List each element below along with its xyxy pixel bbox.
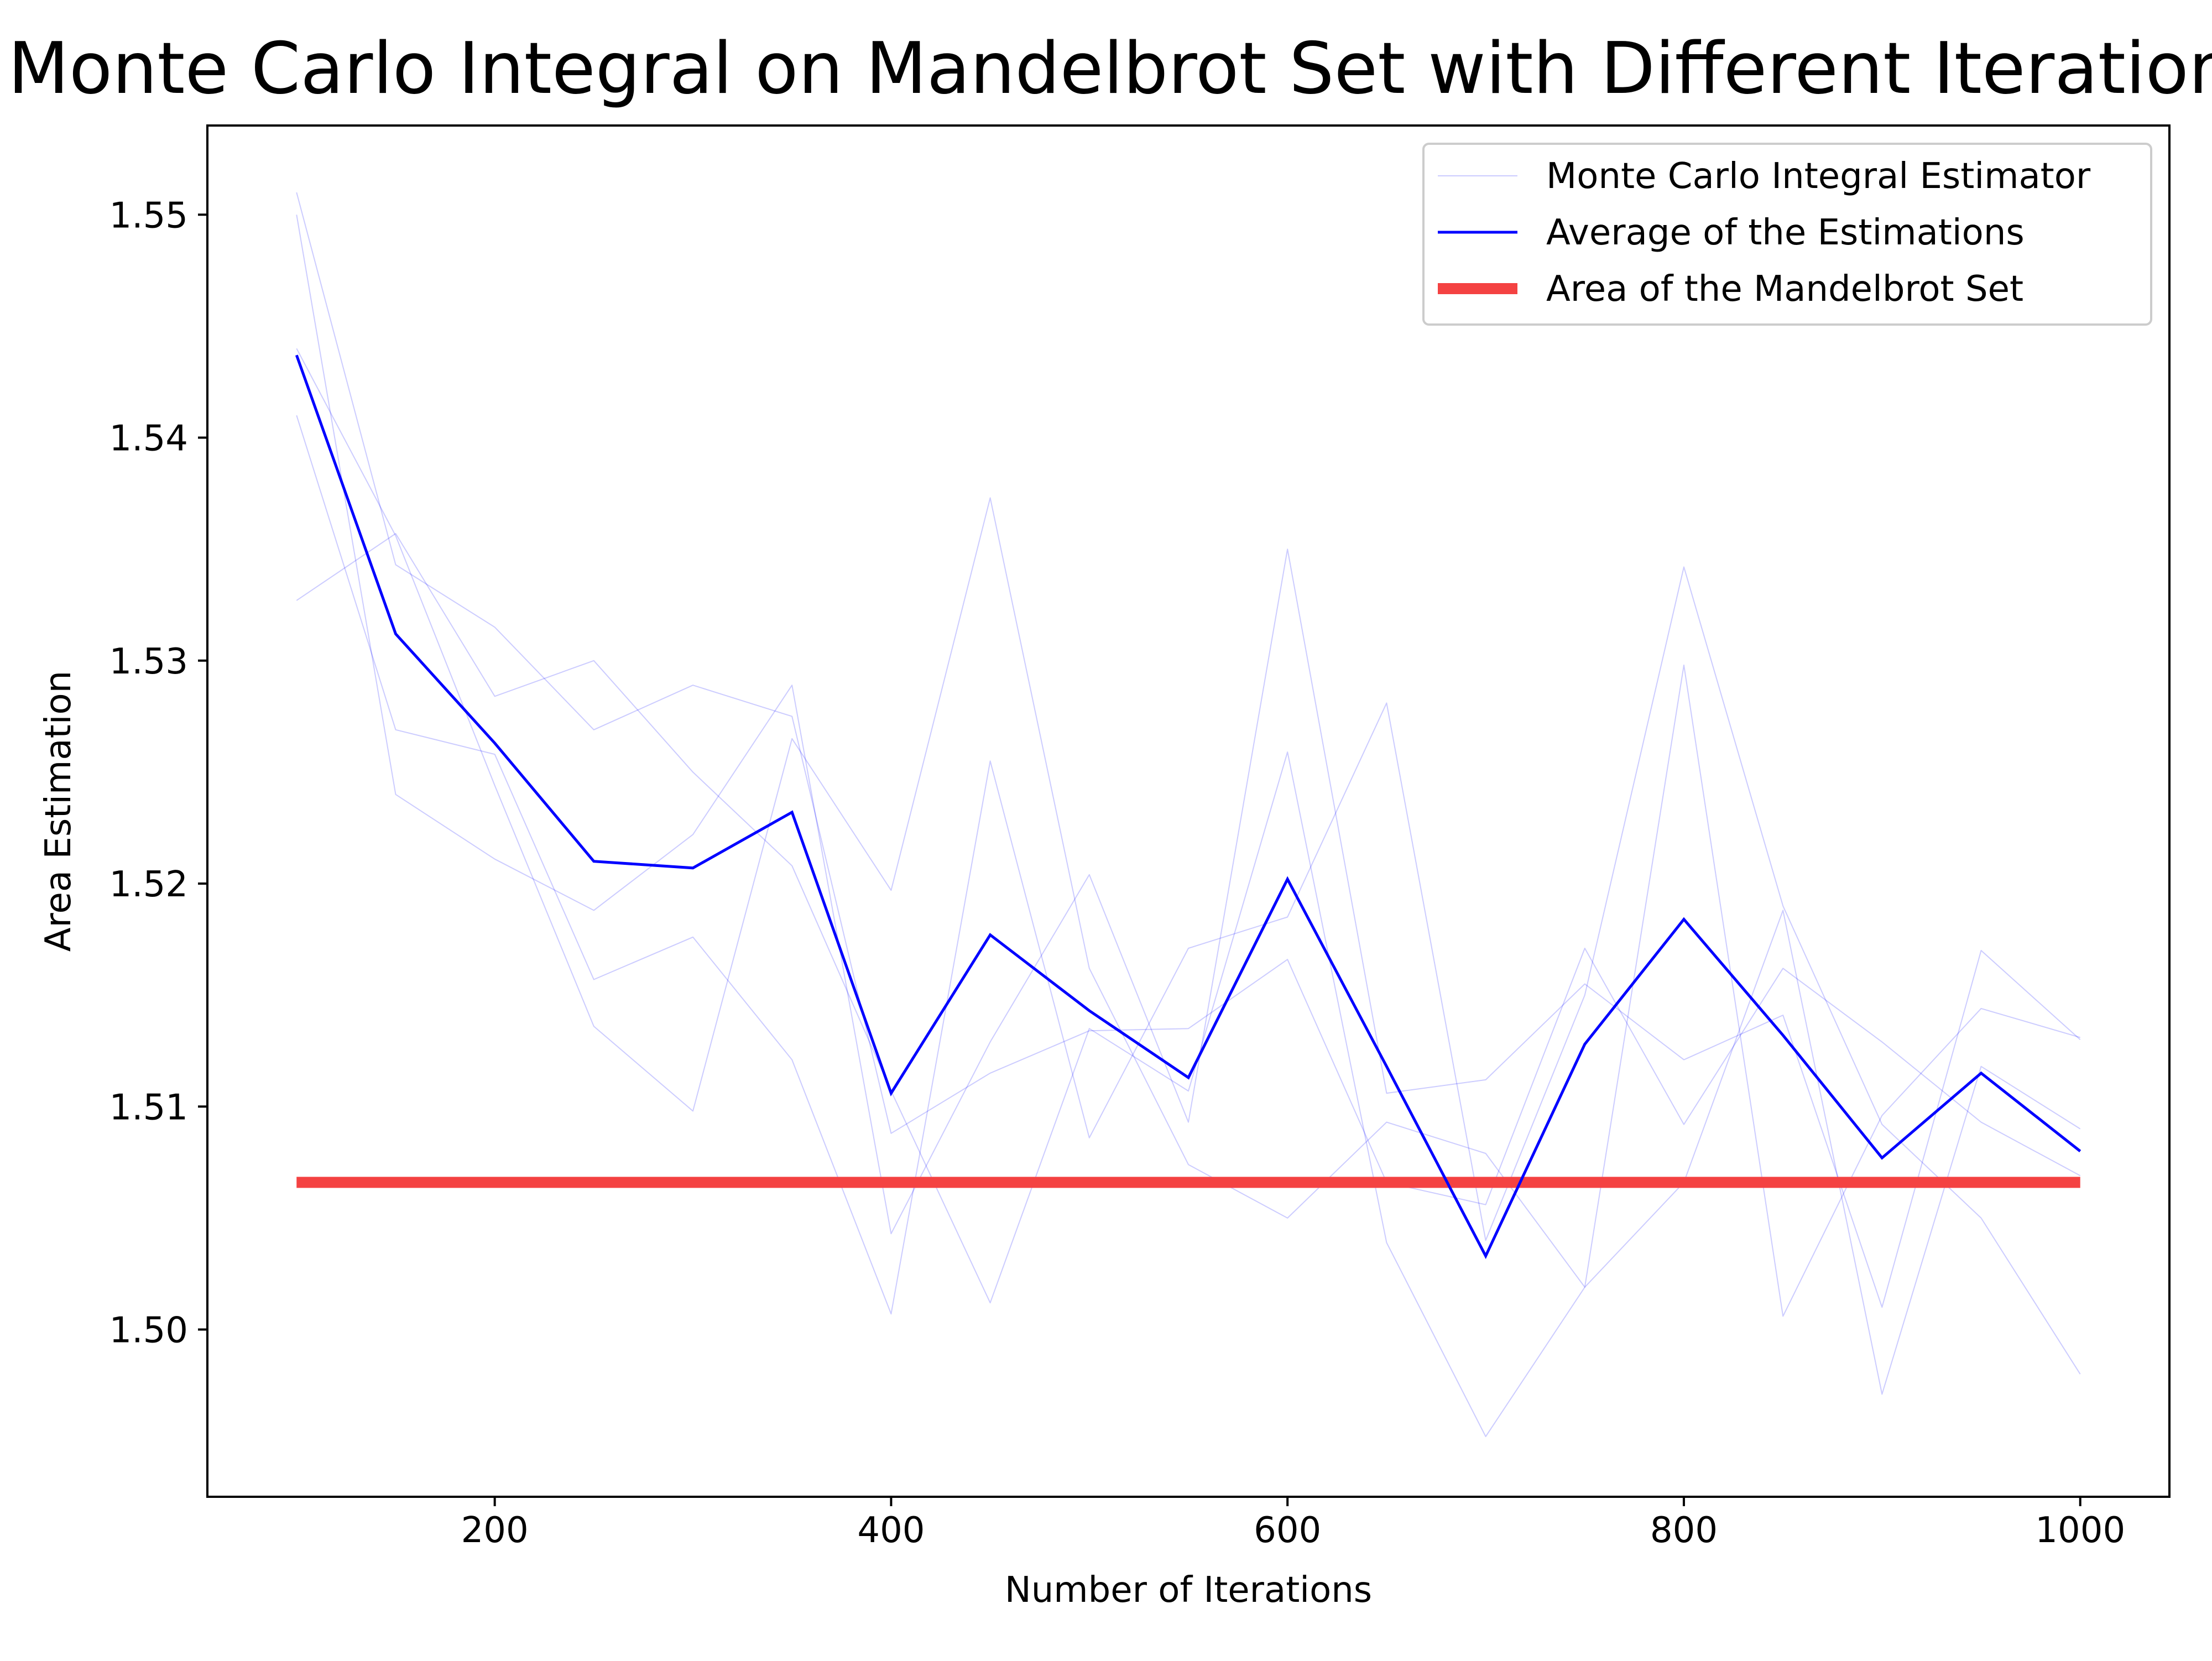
y-tick-label: 1.52 (109, 864, 189, 905)
legend-box (1422, 143, 2152, 326)
estimator-run-line (296, 215, 2081, 1308)
plot-frame (206, 124, 2171, 1498)
chart-title: Monte Carlo Integral on Mandelbrot Set w… (8, 28, 2212, 110)
y-tick-label: 1.54 (109, 419, 189, 459)
y-tick-label: 1.53 (109, 641, 189, 682)
estimator-lines (296, 192, 2081, 1438)
plot-area (206, 124, 2171, 1498)
x-axis: 200 400 600 800 1000 (461, 1497, 2125, 1551)
x-tick-label: 400 (857, 1510, 925, 1551)
x-tick-label: 1000 (2035, 1510, 2125, 1551)
average-line (295, 354, 2081, 1260)
x-tick-label: 600 (1254, 1510, 1321, 1551)
legend-label-true-area: Area of the Mandelbrot Set (1546, 269, 2023, 310)
estimator-run-line (296, 533, 2081, 1438)
x-tick-label: 200 (461, 1510, 529, 1551)
y-tick-label: 1.51 (109, 1087, 189, 1128)
legend-label-average: Average of the Estimations (1546, 212, 2025, 253)
estimator-run-line (296, 348, 2080, 1317)
y-axis: 1.50 1.51 1.52 1.53 1.54 1.55 (109, 195, 207, 1351)
y-tick-label: 1.55 (109, 195, 189, 236)
average-layer (295, 354, 2081, 1260)
y-axis-label: Area Estimation (38, 671, 79, 952)
x-axis-label: Number of Iterations (1005, 1570, 1372, 1611)
legend-label-estimator: Monte Carlo Integral Estimator (1546, 156, 2091, 197)
estimator-run-line (296, 415, 2081, 1375)
estimator-run-line (296, 192, 2081, 1205)
x-tick-label: 800 (1650, 1510, 1718, 1551)
y-tick-label: 1.50 (109, 1310, 189, 1351)
legend: Monte Carlo Integral Estimator Average o… (1422, 143, 2152, 326)
